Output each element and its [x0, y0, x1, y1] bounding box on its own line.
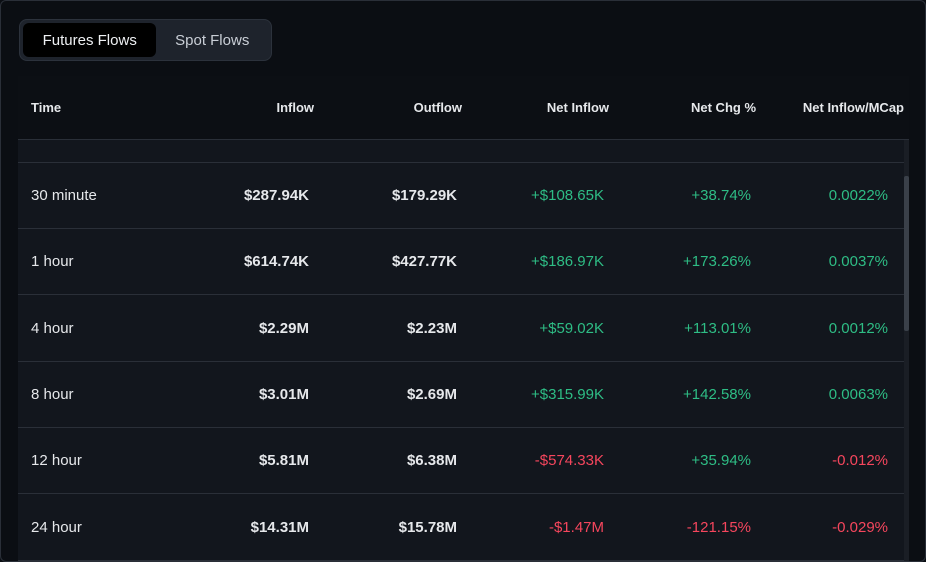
cell-inflow: $2.29M: [258, 320, 309, 337]
cell-time: 12 hour: [31, 452, 82, 469]
partially-scrolled-row: [18, 140, 904, 163]
cell-net-inflow: +$59.02K: [539, 320, 604, 337]
cell-outflow: $2.23M: [406, 320, 457, 337]
cell-net-chg: +38.74%: [691, 187, 751, 204]
cell-outflow: $15.78M: [398, 519, 457, 536]
cell-inflow: $14.31M: [250, 519, 309, 536]
cell-net-chg: +35.94%: [691, 452, 751, 469]
cell-time: 8 hour: [31, 386, 74, 403]
cell-net-chg: +113.01%: [684, 320, 751, 337]
header-outflow[interactable]: Outflow: [413, 100, 462, 115]
cell-net-inflow: -$1.47M: [548, 519, 604, 536]
cell-net-inflow-mcap: 0.0012%: [828, 320, 888, 337]
table-row: 8 hour $3.01M $2.69M +$315.99K +142.58% 0.006…: [18, 362, 904, 428]
header-net-inflow[interactable]: Net Inflow: [546, 100, 609, 115]
cell-inflow: $5.81M: [258, 452, 309, 469]
flows-table: Time Inflow Outflow Net Inflow Net Chg %…: [18, 76, 909, 561]
table-header: Time Inflow Outflow Net Inflow Net Chg %…: [18, 76, 909, 140]
flow-type-tabs: Futures Flows Spot Flows: [19, 19, 272, 61]
cell-inflow: $614.74K: [243, 253, 309, 270]
table-scrollbar[interactable]: [904, 140, 909, 561]
cell-outflow: $179.29K: [391, 187, 457, 204]
cell-net-inflow: +$186.97K: [531, 253, 604, 270]
table-row: 24 hour $14.31M $15.78M -$1.47M -121.15% -0.0…: [18, 495, 904, 561]
header-inflow[interactable]: Inflow: [276, 100, 314, 115]
table-row: 30 minute $287.94K $179.29K +$108.65K +38.74…: [18, 163, 904, 229]
table-row: 4 hour $2.29M $2.23M +$59.02K +113.01% 0.0012…: [18, 296, 904, 362]
header-net-chg[interactable]: Net Chg %: [691, 100, 756, 115]
cell-net-inflow-mcap: 0.0022%: [828, 187, 888, 204]
tab-spot-flows[interactable]: Spot Flows: [175, 31, 250, 49]
cell-net-inflow-mcap: 0.0037%: [828, 253, 888, 270]
cell-inflow: $287.94K: [243, 187, 309, 204]
header-net-inflow-mcap[interactable]: Net Inflow/MCap: [802, 100, 904, 115]
scrollbar-thumb[interactable]: [904, 176, 909, 331]
cell-net-inflow: +$108.65K: [531, 187, 604, 204]
cell-outflow: $6.38M: [406, 452, 457, 469]
tab-futures-flows[interactable]: Futures Flows: [23, 23, 157, 57]
cell-outflow: $2.69M: [406, 386, 457, 403]
cell-inflow: $3.01M: [258, 386, 309, 403]
cell-time: 1 hour: [31, 253, 74, 270]
cell-net-inflow: -$574.33K: [534, 452, 604, 469]
cell-net-inflow-mcap: -0.029%: [832, 519, 888, 536]
cell-time: 4 hour: [31, 320, 74, 337]
header-time[interactable]: Time: [31, 100, 62, 115]
table-row: 1 hour $614.74K $427.77K +$186.97K +173.26% 0…: [18, 229, 904, 295]
table-row: 12 hour $5.81M $6.38M -$574.33K +35.94% -0.01…: [18, 428, 904, 494]
cell-net-inflow-mcap: -0.012%: [832, 452, 888, 469]
cell-time: 30 minute: [31, 187, 97, 204]
cell-net-chg: -121.15%: [686, 519, 751, 536]
cell-outflow: $427.77K: [391, 253, 457, 270]
cell-net-inflow-mcap: 0.0063%: [828, 386, 888, 403]
cell-net-chg: +173.26%: [683, 253, 751, 270]
cell-time: 24 hour: [31, 519, 82, 536]
cell-net-inflow: +$315.99K: [531, 386, 604, 403]
cell-net-chg: +142.58%: [683, 386, 751, 403]
